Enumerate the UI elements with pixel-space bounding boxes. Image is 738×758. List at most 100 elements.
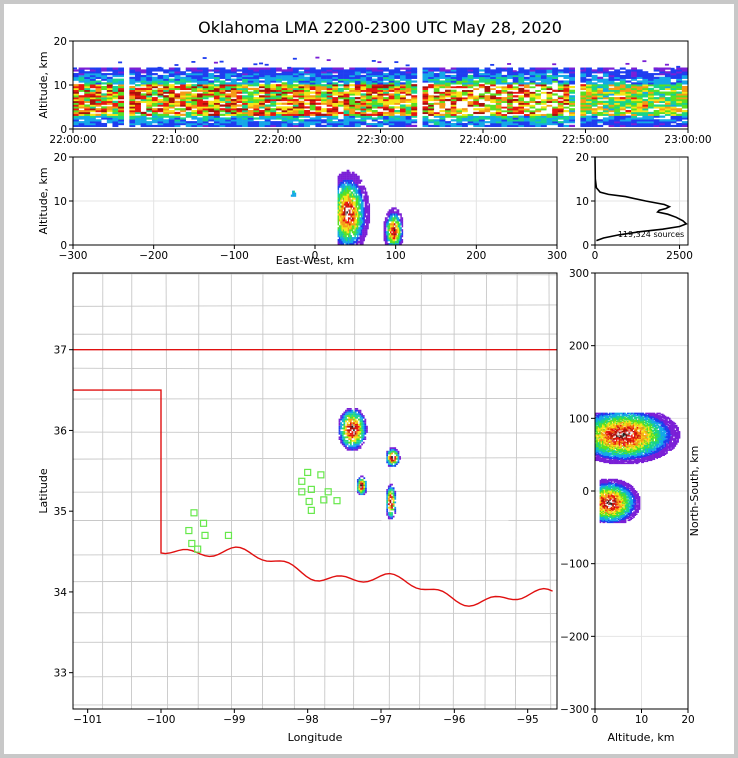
north-south-cell [595,445,597,447]
north-south-cell [599,420,601,423]
time-altitude-cell [185,85,192,89]
map-source-cell [362,431,365,433]
time-altitude-cell [259,89,265,92]
time-altitude-cell [371,119,378,122]
time-altitude-cell [642,80,649,83]
time-altitude-cell [321,87,327,91]
county-boundary [73,304,557,307]
time-altitude-cell [264,115,271,118]
time-altitude-cell [664,100,671,103]
time-altitude-cell [580,108,587,111]
time-altitude-cell [264,78,271,81]
east-west-cell [355,199,358,202]
time-altitude-cell [360,110,367,113]
time-altitude-cell [135,108,141,111]
north-south-cell [597,437,600,439]
time-altitude-cell [337,67,344,70]
time-altitude-cell [259,124,265,127]
east-west-cell [365,203,368,206]
time-altitude-cell [428,106,435,109]
time-altitude-cell [281,93,288,96]
time-altitude-cell [524,95,530,98]
time-altitude-cell [315,108,322,111]
east-west-cell [342,207,345,210]
map-source-cell [359,425,362,428]
time-altitude-cell [653,85,660,89]
time-altitude-cell [292,119,299,122]
time-altitude-cell [135,67,141,70]
time-altitude-cell [106,117,113,120]
north-south-cell [601,451,604,453]
time-altitude-cell [676,91,683,94]
time-altitude-cell [84,104,91,107]
time-altitude-cell [619,85,626,89]
map-source-cell [395,449,398,451]
time-altitude-cell [512,117,519,120]
map-source-cell [351,448,354,451]
time-altitude-cell [569,76,575,79]
east-west-cell [350,195,352,198]
time-altitude-cell [529,104,536,107]
time-altitude-cell [388,71,395,74]
east-west-cell [388,217,391,220]
time-altitude-cell [163,74,170,78]
map-source-cell [348,431,351,433]
map-source-cell [389,461,392,464]
time-altitude-cell [642,87,649,91]
map-source-cell [356,423,359,426]
north-south-cell [597,459,600,462]
time-altitude-cell [168,80,175,83]
time-altitude-cell [439,121,446,124]
time-altitude-cell [129,69,136,72]
east-west-cell [292,194,294,197]
east-west-cell [364,205,367,208]
east-west-cell [351,183,354,186]
time-altitude-cell [146,124,153,127]
time-altitude-cell [225,76,232,79]
time-altitude-cell [557,85,564,89]
north-south-cell [601,414,604,417]
time-altitude-cell [676,97,683,100]
east-west-cell [350,241,352,244]
east-west-cell [338,235,341,238]
time-altitude-cell [78,110,85,113]
time-altitude-cell [648,74,654,78]
time-altitude-cell [349,97,356,100]
map-source-cell [349,439,352,442]
east-west-cell [399,223,401,226]
lma-station [185,526,193,535]
time-altitude-cell [135,117,141,120]
east-west-cell [337,183,340,186]
time-altitude-cell [287,111,294,115]
time-altitude-cell [73,122,79,126]
map-source-cell [392,490,395,493]
time-altitude-cell [270,115,277,118]
time-altitude-cell [112,122,119,126]
time-altitude-cell [681,69,688,72]
north-south-cell [596,444,598,446]
east-west-cell [340,211,342,214]
east-west-cell [347,181,350,184]
map-source-cell [366,429,368,432]
time-altitude-cell [73,115,79,118]
map-source-cell [392,447,395,450]
time-altitude-cell [360,108,367,111]
time-altitude-cell [298,122,305,126]
time-altitude-cell [540,78,547,81]
time-altitude-cell [208,117,215,120]
east-west-cell [355,227,358,230]
map-source-cell [392,503,395,506]
time-altitude-cell [473,80,480,83]
time-altitude-cell [529,76,536,79]
time-altitude-cell [168,91,175,94]
time-altitude-cell [529,91,536,94]
time-altitude-cell [681,97,688,100]
map-ytick-label: 37 [54,345,67,357]
east-west-cell [387,229,389,232]
east-west-cell [363,211,365,214]
time-altitude-cell [84,111,91,115]
map-source-cell [387,494,390,497]
time-altitude-cell [461,93,468,96]
map-source-cell [357,441,360,444]
east-west-cell [340,221,342,224]
